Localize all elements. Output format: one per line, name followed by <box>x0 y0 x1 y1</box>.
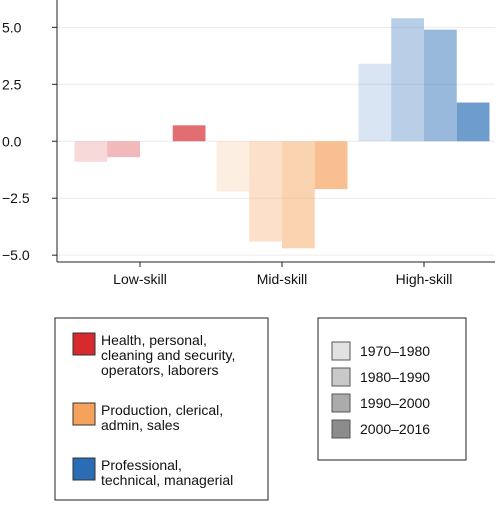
legend-label-line: Health, personal, <box>101 332 207 348</box>
bar <box>391 18 424 142</box>
bar <box>358 63 392 142</box>
bar <box>282 141 315 249</box>
legend-label-line: Production, clerical, <box>101 402 223 418</box>
bar <box>314 141 348 190</box>
legend-label: 1990–2000 <box>360 395 430 411</box>
period-legend-box <box>317 317 467 461</box>
bar <box>249 141 282 242</box>
legend-label: Production, clerical, admin, sales <box>101 402 223 433</box>
legend-label-line: technical, managerial <box>101 472 233 488</box>
legend-swatch <box>331 367 351 387</box>
bar <box>107 141 140 158</box>
group-legend-box <box>54 317 269 501</box>
x-tick-label: Low-skill <box>113 271 167 287</box>
legend-swatch <box>331 419 351 439</box>
bar <box>424 29 457 142</box>
bar <box>74 141 108 162</box>
legend-swatch <box>72 402 96 426</box>
y-tick-label: 2.5 <box>2 76 22 92</box>
y-tick-label: 5.0 <box>2 19 22 35</box>
legend-swatch <box>72 457 96 481</box>
legend-label-line: cleaning and security, <box>101 347 235 363</box>
x-tick-label: High-skill <box>396 271 453 287</box>
legend-swatch <box>331 341 351 361</box>
legend-label: Professional, technical, managerial <box>101 457 233 488</box>
bar <box>172 125 206 142</box>
legend-label: 1980–1990 <box>360 369 430 385</box>
legend-label-line: Professional, <box>101 457 182 473</box>
legend-swatch <box>72 332 96 356</box>
y-tick-label: −5.0 <box>2 247 30 263</box>
x-tick-label: Mid-skill <box>257 271 308 287</box>
legend-swatch <box>331 393 351 413</box>
bar <box>456 102 490 142</box>
legend-label: 1970–1980 <box>360 343 430 359</box>
legend-label: Health, personal, cleaning and security, o… <box>101 332 235 378</box>
legend-label-line: operators, laborers <box>101 362 219 378</box>
y-tick-label: −2.5 <box>2 190 30 206</box>
bar <box>216 141 250 192</box>
y-tick-label: 0.0 <box>2 133 22 149</box>
legend-label: 2000–2016 <box>360 421 430 437</box>
legend-label-line: admin, sales <box>101 417 180 433</box>
